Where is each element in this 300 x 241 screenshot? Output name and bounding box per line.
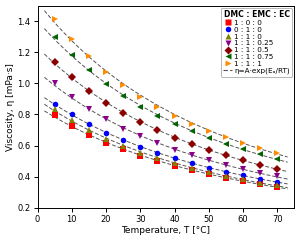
Y-axis label: Viscosity, η [mPa·s]: Viscosity, η [mPa·s] [6, 63, 15, 151]
X-axis label: Temperature, T [°C]: Temperature, T [°C] [122, 227, 211, 235]
Legend: 1 : 0 : 0, 0 : 1 : 0, 1 : 1 : 0, 1 : 1 : 0.25, 1 : 1 : 0.5, 1 : 1 : 0.75, 1 : 1 : 1 : 0 : 0, 0 : 1 : 0, 1 : 1 : 0, 1 : 1 :… [221, 8, 292, 76]
